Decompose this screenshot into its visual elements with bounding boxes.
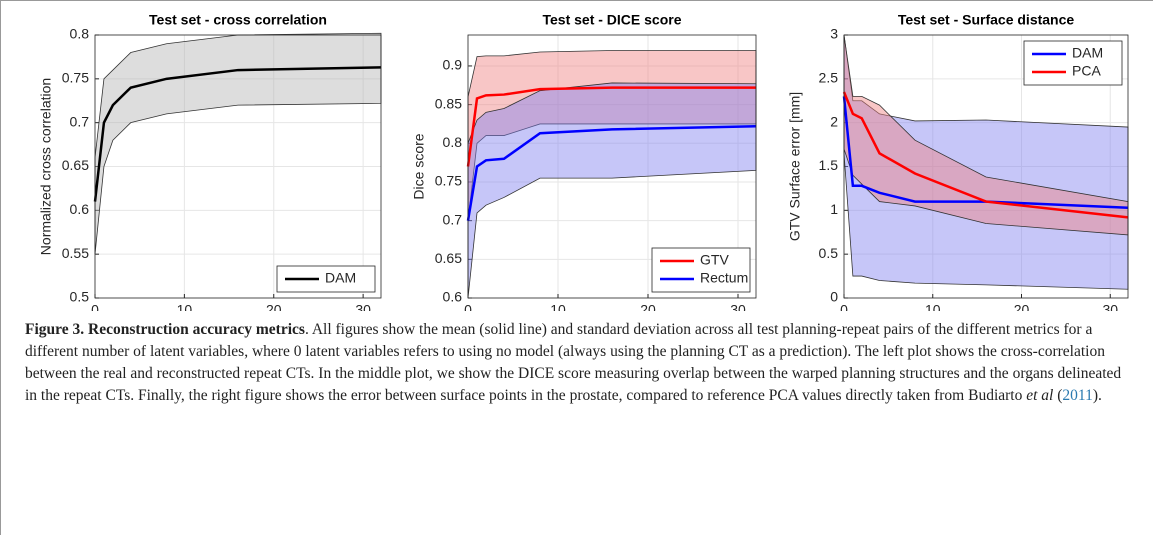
y-tick-label: 2 xyxy=(830,113,838,129)
x-tick-label: 20 xyxy=(640,302,656,311)
y-tick-label: 0.5 xyxy=(70,289,90,305)
y-tick-label: 0.8 xyxy=(443,134,463,150)
axes-box xyxy=(843,34,1129,299)
legend-label: GTV xyxy=(700,252,729,268)
y-tick-label: 0.75 xyxy=(62,70,89,86)
y-tick-label: 2.5 xyxy=(819,70,839,86)
x-tick-label: 20 xyxy=(266,302,282,311)
mean-line xyxy=(466,125,757,221)
y-tick-label: 0.7 xyxy=(70,113,90,129)
y-tick-label: 0.5 xyxy=(819,245,839,261)
chart-title: Test set - DICE score xyxy=(542,12,681,28)
axes-box xyxy=(467,34,757,299)
y-tick-label: 0.65 xyxy=(435,250,462,266)
x-tick-label: 30 xyxy=(1102,302,1118,311)
legend-box xyxy=(651,247,751,293)
y-tick-label: 3 xyxy=(830,26,838,42)
y-tick-label: 1.5 xyxy=(819,157,839,173)
axes-box xyxy=(94,34,382,299)
legend-box xyxy=(1023,40,1123,86)
chart-title: Test set - Surface distance xyxy=(898,12,1075,28)
y-tick-label: 1 xyxy=(830,201,838,217)
caption-italic: et al xyxy=(1026,387,1054,404)
caption-text: ( xyxy=(1053,387,1063,404)
y-tick-label: 0.85 xyxy=(435,95,462,111)
caption-text: ). xyxy=(1092,387,1102,404)
y-tick-label: 0.65 xyxy=(62,157,89,173)
y-axis-label: Dice score xyxy=(411,133,427,199)
y-tick-label: 0.55 xyxy=(62,245,89,261)
x-tick-label: 30 xyxy=(355,302,371,311)
legend-label: PCA xyxy=(1072,63,1101,79)
legend-label: DAM xyxy=(325,270,356,286)
y-tick-label: 0 xyxy=(830,289,838,305)
x-tick-label: 0 xyxy=(464,302,472,311)
y-tick-label: 0.6 xyxy=(443,289,463,305)
x-tick-label: 10 xyxy=(550,302,566,311)
chart-title: Test set - cross correlation xyxy=(149,12,327,28)
mean-line xyxy=(93,66,382,202)
y-axis-label: Normalized cross correlation xyxy=(38,78,54,255)
caption: Figure 3. Reconstruction accuracy metric… xyxy=(25,319,1135,407)
mean-line xyxy=(842,91,1129,219)
y-tick-label: 0.6 xyxy=(70,201,90,217)
mean-line xyxy=(466,86,756,167)
x-tick-label: 30 xyxy=(730,302,746,311)
y-axis-label: GTV Surface error [mm] xyxy=(787,92,803,241)
y-tick-label: 0.7 xyxy=(443,211,463,227)
legend-label: Rectum xyxy=(700,270,748,286)
x-tick-label: 10 xyxy=(925,302,941,311)
caption-text: . All figures show the mean (solid line)… xyxy=(25,321,1122,404)
x-tick-label: 0 xyxy=(91,302,99,311)
citation-link[interactable]: 2011 xyxy=(1062,387,1093,404)
y-tick-label: 0.9 xyxy=(443,57,463,73)
caption-label: Figure 3. Reconstruction accuracy metric… xyxy=(25,321,305,338)
y-tick-label: 0.8 xyxy=(70,26,90,42)
legend-label: DAM xyxy=(1072,45,1103,61)
x-tick-label: 10 xyxy=(177,302,193,311)
x-tick-label: 0 xyxy=(840,302,848,311)
x-tick-label: 20 xyxy=(1014,302,1030,311)
y-tick-label: 0.75 xyxy=(435,173,462,189)
